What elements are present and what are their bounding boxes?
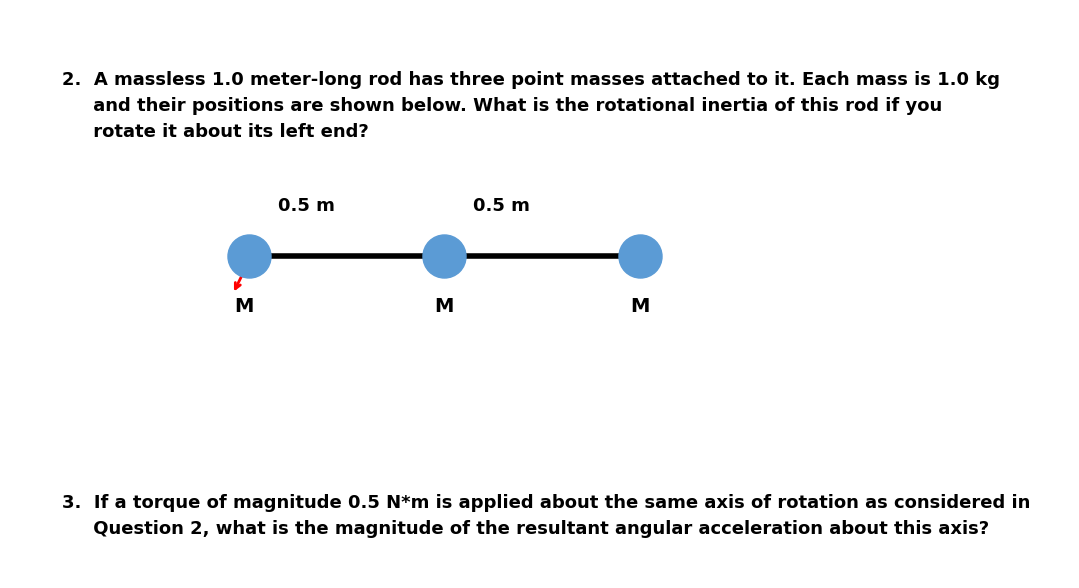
- Text: M: M: [630, 297, 650, 316]
- Text: rotate it about its left end?: rotate it about its left end?: [63, 123, 369, 142]
- Text: Question 2, what is the magnitude of the resultant angular acceleration about th: Question 2, what is the magnitude of the…: [63, 520, 989, 539]
- Point: [241, 251, 258, 260]
- Point: [631, 251, 648, 260]
- Text: and their positions are shown below. What is the rotational inertia of this rod : and their positions are shown below. Wha…: [63, 97, 942, 115]
- Text: M: M: [435, 297, 454, 316]
- Text: 0.5 m: 0.5 m: [278, 196, 334, 215]
- Text: 2.  A massless 1.0 meter-long rod has three point masses attached to it. Each ma: 2. A massless 1.0 meter-long rod has thr…: [63, 71, 1000, 89]
- Point: [436, 251, 453, 260]
- Text: 0.5 m: 0.5 m: [474, 196, 531, 215]
- Text: 3.  If a torque of magnitude 0.5 N*m is applied about the same axis of rotation : 3. If a torque of magnitude 0.5 N*m is a…: [63, 494, 1030, 512]
- Text: M: M: [234, 297, 254, 316]
